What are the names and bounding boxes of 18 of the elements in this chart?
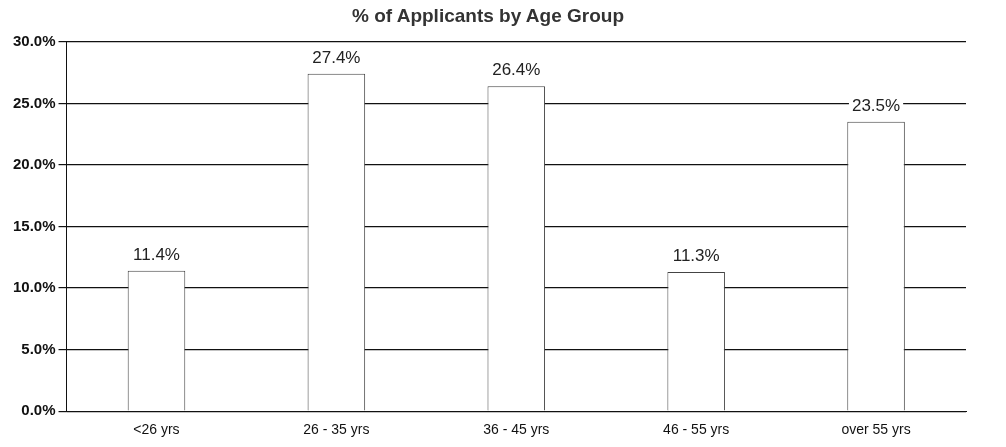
chart-title: % of Applicants by Age Group xyxy=(352,4,624,26)
x-tick-label: 26 - 35 yrs xyxy=(303,421,370,438)
data-label: 27.4% xyxy=(312,48,361,67)
y-tick-label: 10.0% xyxy=(12,278,56,296)
y-tick-label: 30.0% xyxy=(12,31,56,49)
y-tick-label: 0.0% xyxy=(21,401,56,419)
data-label: 23.5% xyxy=(851,96,901,116)
y-tick-label: 5.0% xyxy=(21,339,56,357)
y-tick-label: 15.0% xyxy=(12,216,56,234)
x-tick-label: 46 - 55 yrs xyxy=(663,421,730,438)
data-label: 11.4% xyxy=(133,245,180,265)
y-tick-label: 25.0% xyxy=(12,93,56,111)
data-label: 26.4% xyxy=(492,60,541,80)
data-label: 11.3% xyxy=(672,246,720,266)
x-tick-label: 36 - 45 yrs xyxy=(483,421,550,438)
y-tick-label: 20.0% xyxy=(12,155,56,173)
x-tick-label: over 55 yrs xyxy=(841,421,911,438)
x-tick-label: <26 yrs xyxy=(133,421,180,438)
